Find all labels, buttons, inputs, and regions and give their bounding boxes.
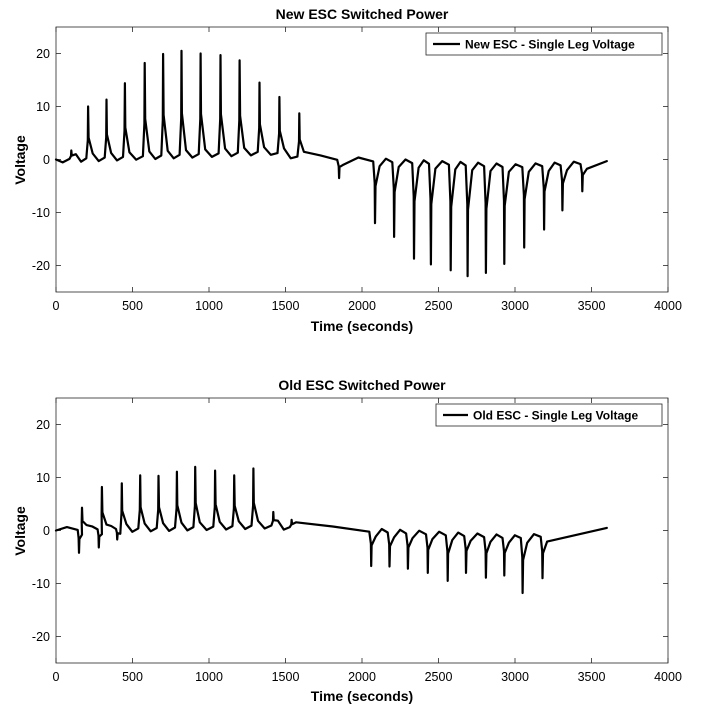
x-axis-label: Time (seconds): [311, 688, 413, 704]
y-tick-label: 20: [36, 418, 50, 432]
legend: New ESC - Single Leg Voltage: [425, 32, 663, 56]
x-tick-label: 1000: [195, 670, 223, 684]
legend-box: [435, 403, 663, 427]
x-tick-label: 0: [53, 299, 60, 313]
x-tick-label: 3500: [578, 299, 606, 313]
legend-entry: Old ESC - Single Leg Voltage: [473, 409, 638, 423]
series-line-new-esc: [54, 49, 608, 278]
y-tick-label: -10: [32, 206, 50, 220]
legend-entry: New ESC - Single Leg Voltage: [465, 38, 635, 52]
x-tick-label: 1500: [272, 299, 300, 313]
y-tick-label: 0: [43, 153, 50, 167]
y-tick-label: 20: [36, 47, 50, 61]
x-tick-label: 2000: [348, 299, 376, 313]
legend: Old ESC - Single Leg Voltage: [435, 403, 663, 427]
y-tick-label: 10: [36, 471, 50, 485]
legend-box: [425, 32, 663, 56]
axes-ticks: 0 500 1000 1500 2000 2500 3000 3500 4000 -20 -10 0 1…: [32, 27, 682, 313]
x-tick-label: 3000: [501, 670, 529, 684]
y-tick-label: 0: [43, 524, 50, 538]
x-tick-label: 3000: [501, 299, 529, 313]
x-tick-label: 4000: [654, 299, 682, 313]
x-axis-label: Time (seconds): [311, 318, 413, 334]
y-tick-label: 10: [36, 100, 50, 114]
x-tick-label: 0: [53, 670, 60, 684]
y-axis-label: Voltage: [12, 135, 28, 185]
x-tick-label: 2500: [425, 670, 453, 684]
x-tick-label: 3500: [578, 670, 606, 684]
x-tick-label: 500: [122, 670, 143, 684]
series-line-old-esc: [54, 465, 608, 595]
x-tick-label: 1000: [195, 299, 223, 313]
chart-new-esc: New ESC Switched Power 0 500 1000 1500 2000 2…: [12, 6, 682, 334]
chart-title: Old ESC Switched Power: [278, 377, 446, 393]
y-tick-label: -10: [32, 577, 50, 591]
x-tick-label: 500: [122, 299, 143, 313]
x-tick-label: 4000: [654, 670, 682, 684]
chart-title: New ESC Switched Power: [276, 6, 449, 22]
y-axis-label: Voltage: [12, 506, 28, 556]
axes-ticks: 0 500 1000 1500 2000 2500 3000 3500 4000 -20 -10 0 1…: [32, 398, 682, 684]
x-tick-label: 2000: [348, 670, 376, 684]
y-tick-label: -20: [32, 630, 50, 644]
x-tick-label: 2500: [425, 299, 453, 313]
chart-old-esc: Old ESC Switched Power 0 500 1000 1500 2000 2…: [12, 377, 682, 704]
x-tick-label: 1500: [272, 670, 300, 684]
y-tick-label: -20: [32, 259, 50, 273]
